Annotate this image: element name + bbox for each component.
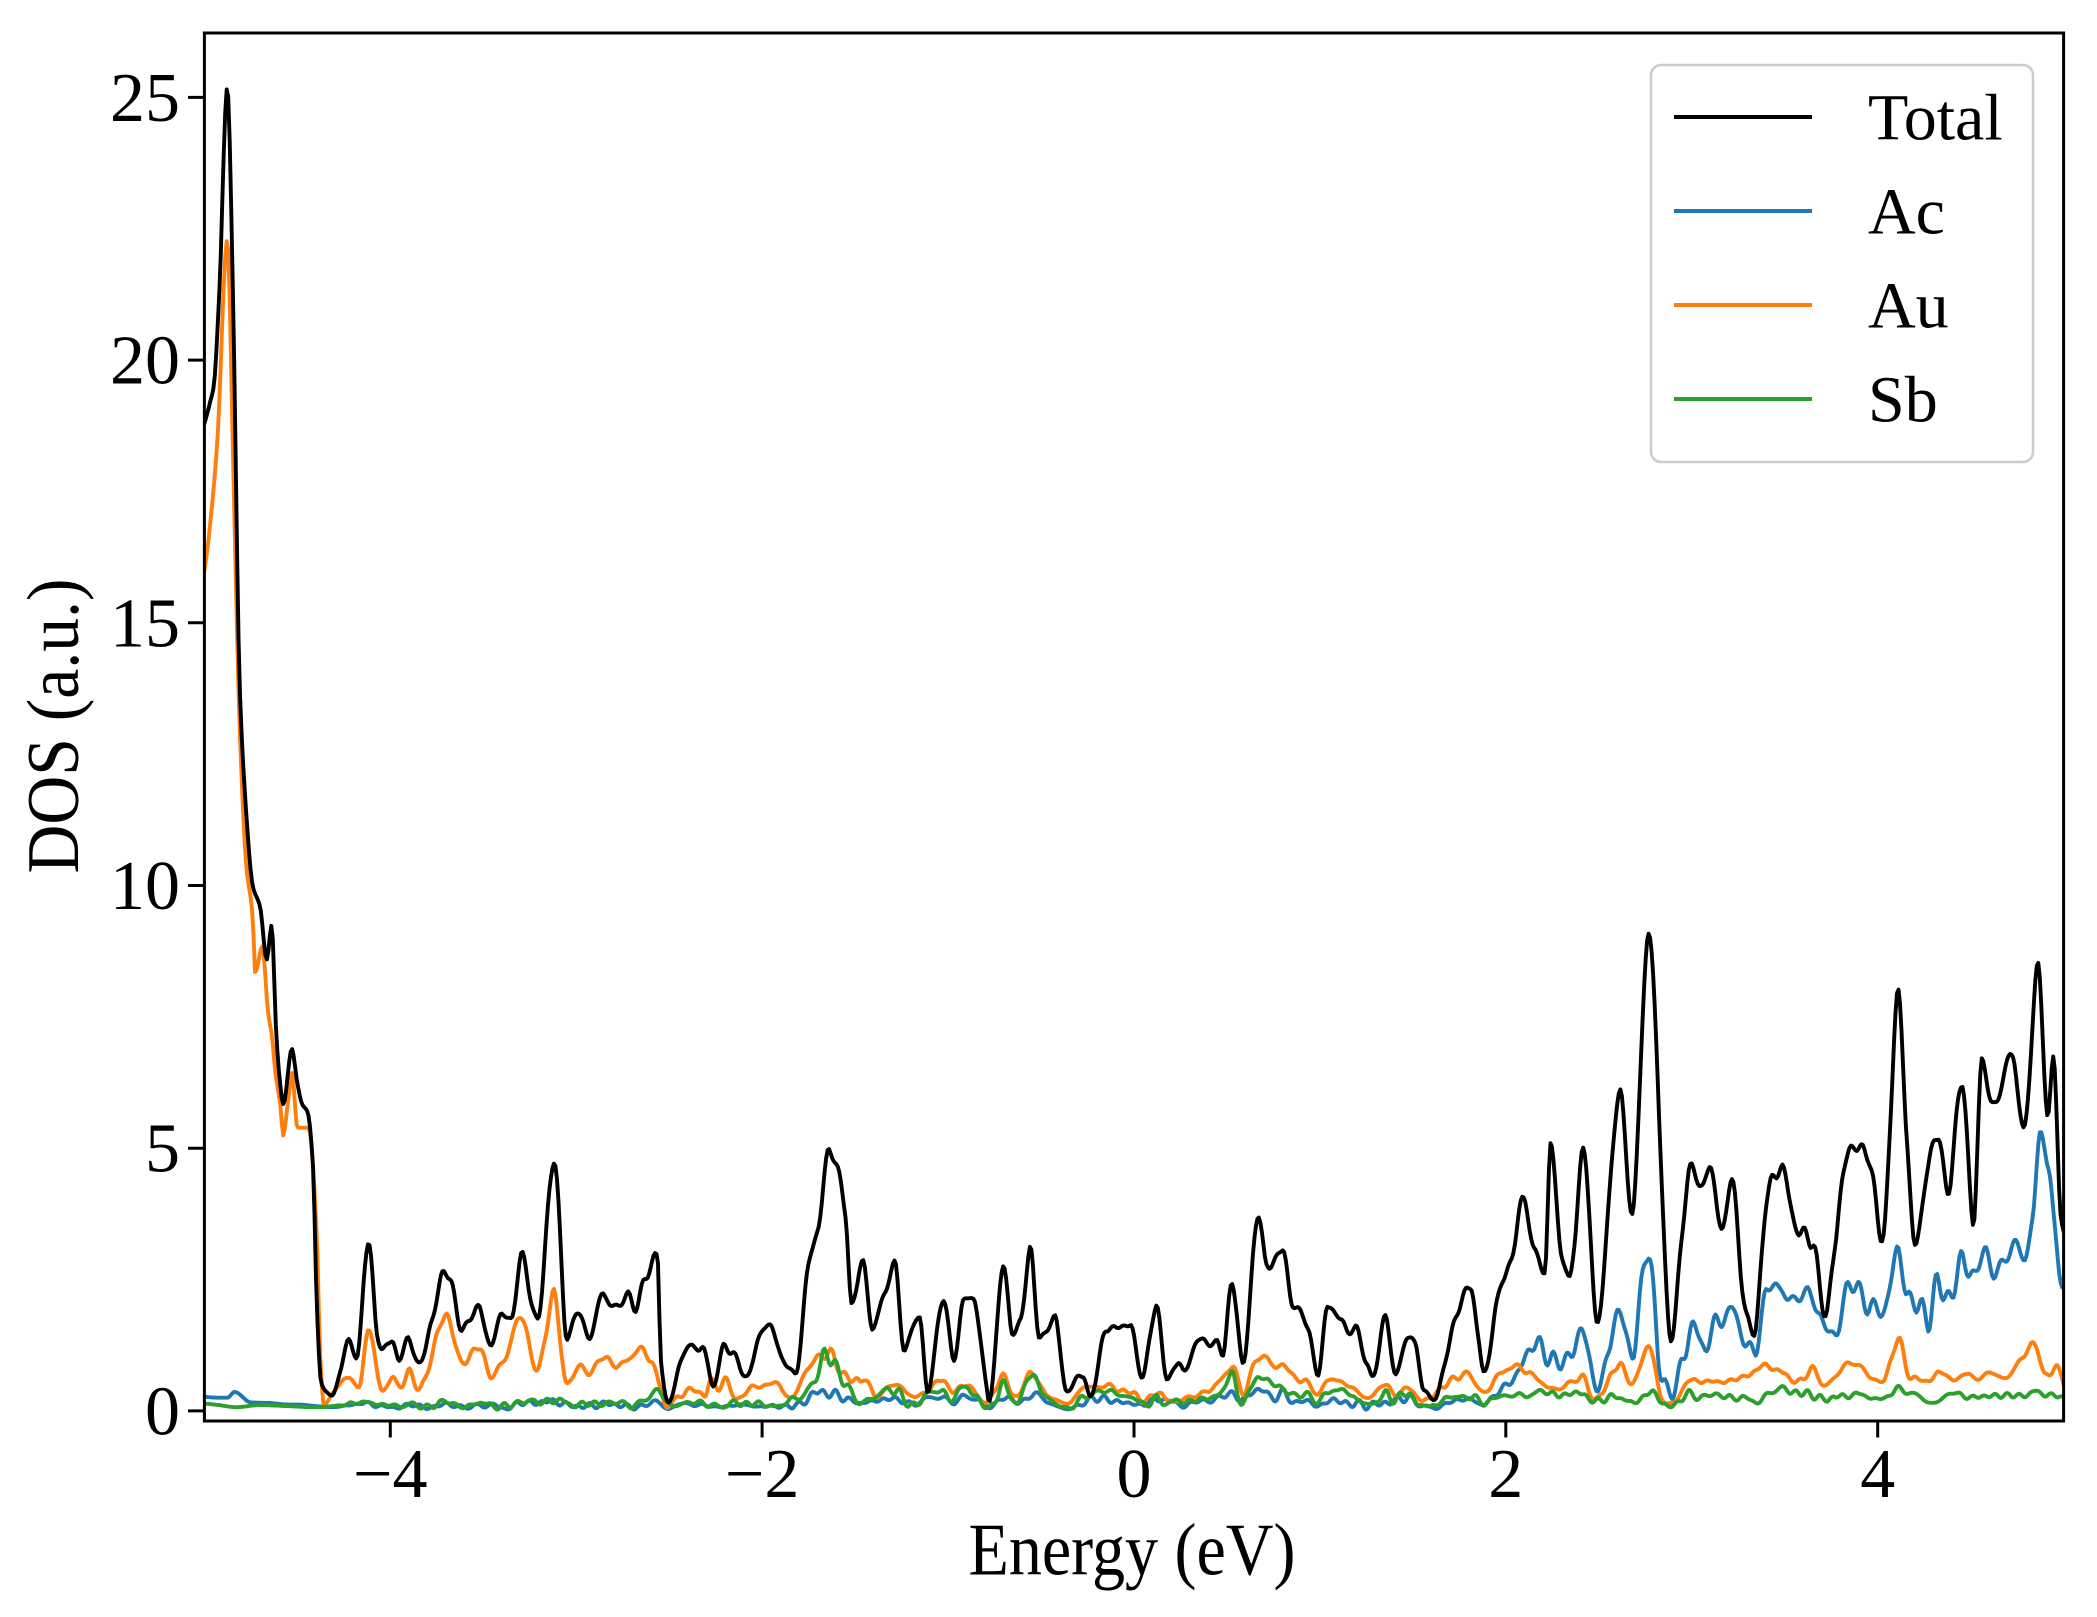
svg-text:0: 0 <box>145 1373 180 1450</box>
svg-text:Ac: Ac <box>1868 176 1945 249</box>
svg-text:Au: Au <box>1868 270 1949 343</box>
svg-text:25: 25 <box>110 60 180 137</box>
svg-text:15: 15 <box>110 585 180 662</box>
svg-text:0: 0 <box>1117 1436 1152 1513</box>
svg-text:Sb: Sb <box>1868 364 1938 437</box>
svg-text:DOS (a.u.): DOS (a.u.) <box>13 579 95 874</box>
svg-text:4: 4 <box>1860 1436 1895 1513</box>
svg-text:Energy (eV): Energy (eV) <box>969 1510 1296 1592</box>
svg-text:2: 2 <box>1488 1436 1523 1513</box>
svg-text:5: 5 <box>145 1111 180 1188</box>
svg-text:20: 20 <box>110 323 180 400</box>
svg-text:10: 10 <box>110 848 180 925</box>
svg-text:−2: −2 <box>725 1436 799 1513</box>
svg-text:Total: Total <box>1868 82 2003 155</box>
svg-text:−4: −4 <box>353 1436 427 1513</box>
